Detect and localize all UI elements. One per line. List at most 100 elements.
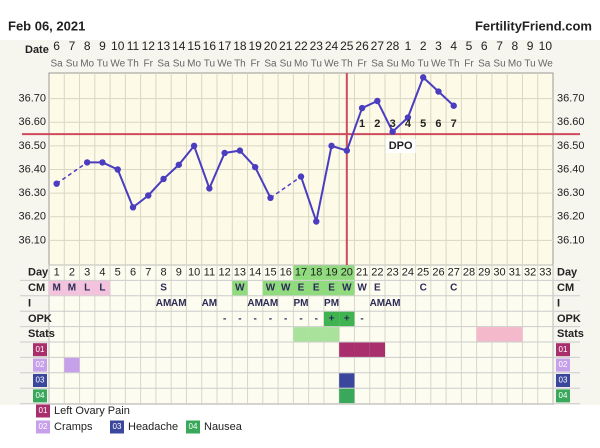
symptom-code: 02 bbox=[559, 360, 568, 369]
temperature-point bbox=[313, 218, 320, 225]
date-label: 17 bbox=[218, 39, 232, 53]
date-label: 22 bbox=[294, 39, 308, 53]
temperature-point bbox=[129, 204, 137, 211]
date-label: 6 bbox=[53, 39, 60, 53]
dpo-number: 2 bbox=[374, 118, 380, 130]
stats-cell bbox=[507, 327, 523, 342]
y-tick-label-right: 36.70 bbox=[557, 93, 585, 105]
temperature-point bbox=[206, 185, 213, 192]
weekday-label: Sa bbox=[51, 59, 64, 70]
weekday-label: Su bbox=[493, 59, 505, 70]
symptom-badge bbox=[33, 389, 47, 403]
cell-value: W bbox=[342, 283, 352, 294]
day-number: 9 bbox=[176, 267, 182, 279]
y-tick-label-right: 36.30 bbox=[557, 187, 585, 199]
weekday-label: Sa bbox=[264, 59, 277, 70]
row-label-right: CM bbox=[557, 282, 574, 294]
date-label: 3 bbox=[435, 39, 442, 53]
date-label: 13 bbox=[157, 39, 171, 53]
cell-highlight bbox=[232, 280, 248, 296]
legend-name: Headache bbox=[128, 421, 178, 433]
symptom-cell bbox=[64, 357, 80, 373]
day-number: 33 bbox=[539, 267, 551, 279]
date-label: 21 bbox=[279, 39, 293, 53]
day-highlight bbox=[339, 265, 355, 280]
date-label: 4 bbox=[450, 39, 457, 53]
day-number: 28 bbox=[463, 267, 475, 279]
day-highlight bbox=[323, 265, 340, 280]
day-number: 16 bbox=[280, 267, 292, 279]
day-number: 14 bbox=[249, 267, 261, 279]
temperature-point bbox=[175, 161, 183, 168]
legend-code: 01 bbox=[39, 406, 48, 415]
legend-swatch bbox=[110, 420, 124, 434]
temperature-point bbox=[328, 142, 335, 150]
day-number: 10 bbox=[188, 267, 200, 279]
cell-value: AM bbox=[156, 298, 172, 309]
weekday-label: Th bbox=[127, 59, 139, 70]
row-label: I bbox=[28, 297, 31, 309]
weekday-label: Mo bbox=[187, 59, 201, 70]
stats-cell bbox=[491, 327, 508, 342]
legend-swatch bbox=[36, 420, 50, 434]
day-number: 24 bbox=[402, 267, 414, 279]
stats-cell bbox=[308, 327, 324, 342]
date-label: 11 bbox=[127, 39, 140, 53]
dpo-number: 1 bbox=[359, 118, 365, 130]
weekday-label: Mo bbox=[80, 59, 94, 70]
day-number: 5 bbox=[115, 267, 121, 279]
day-number: 30 bbox=[493, 267, 505, 279]
symptom-cell bbox=[369, 342, 385, 357]
temperature-point bbox=[389, 128, 396, 135]
cell-highlight bbox=[278, 280, 294, 296]
legend-swatch bbox=[186, 420, 200, 434]
cell-value: M bbox=[68, 283, 76, 294]
cell-value: - bbox=[315, 314, 318, 325]
legend-code: 03 bbox=[113, 422, 122, 431]
dpo-number: 3 bbox=[390, 118, 396, 130]
date-label: 8 bbox=[511, 39, 518, 53]
symptom-code: 02 bbox=[36, 360, 45, 369]
date-label: 26 bbox=[355, 39, 369, 53]
day-number: 3 bbox=[84, 267, 90, 279]
temperature-point bbox=[114, 166, 121, 173]
symptom-badge bbox=[556, 389, 570, 403]
cell-value: W bbox=[266, 283, 276, 294]
row-label-right: OPK bbox=[557, 313, 581, 325]
date-label: 10 bbox=[539, 39, 553, 53]
dpo-number: 5 bbox=[420, 118, 426, 130]
legend-name: Nausea bbox=[204, 421, 243, 433]
day-number: 31 bbox=[509, 267, 521, 279]
weekday-label: Fr bbox=[250, 59, 260, 70]
temperature-point bbox=[419, 74, 427, 81]
date-label: 9 bbox=[99, 39, 106, 53]
temperature-point bbox=[251, 163, 259, 171]
symptom-code: 01 bbox=[36, 345, 45, 354]
cell-highlight bbox=[308, 280, 324, 296]
temperature-point bbox=[297, 173, 305, 180]
date-label: 16 bbox=[203, 39, 217, 53]
weekday-label: Th bbox=[448, 59, 460, 70]
date-label: 6 bbox=[481, 39, 488, 53]
temperature-point bbox=[83, 159, 91, 166]
weekday-label: Th bbox=[234, 59, 246, 70]
date-label: 14 bbox=[172, 39, 186, 53]
cell-value: W bbox=[235, 283, 245, 294]
weekday-label: Fr bbox=[357, 59, 367, 70]
date-label: 27 bbox=[371, 39, 385, 53]
cell-highlight bbox=[339, 280, 355, 296]
cell-value: AM bbox=[171, 298, 187, 309]
cell-value: - bbox=[269, 314, 272, 325]
date-label: 28 bbox=[386, 39, 400, 53]
symptom-cell bbox=[354, 342, 370, 357]
y-tick-label: 36.50 bbox=[18, 140, 46, 152]
day-number: 21 bbox=[356, 267, 368, 279]
symptom-badge bbox=[33, 374, 47, 387]
gap-line bbox=[270, 175, 302, 199]
temperature-point bbox=[99, 159, 106, 166]
date-label: 25 bbox=[340, 39, 354, 53]
date-label: 18 bbox=[233, 39, 247, 53]
weekday-label: Sa bbox=[371, 59, 384, 70]
date-label: 9 bbox=[527, 39, 534, 53]
date-label: 19 bbox=[249, 39, 263, 53]
